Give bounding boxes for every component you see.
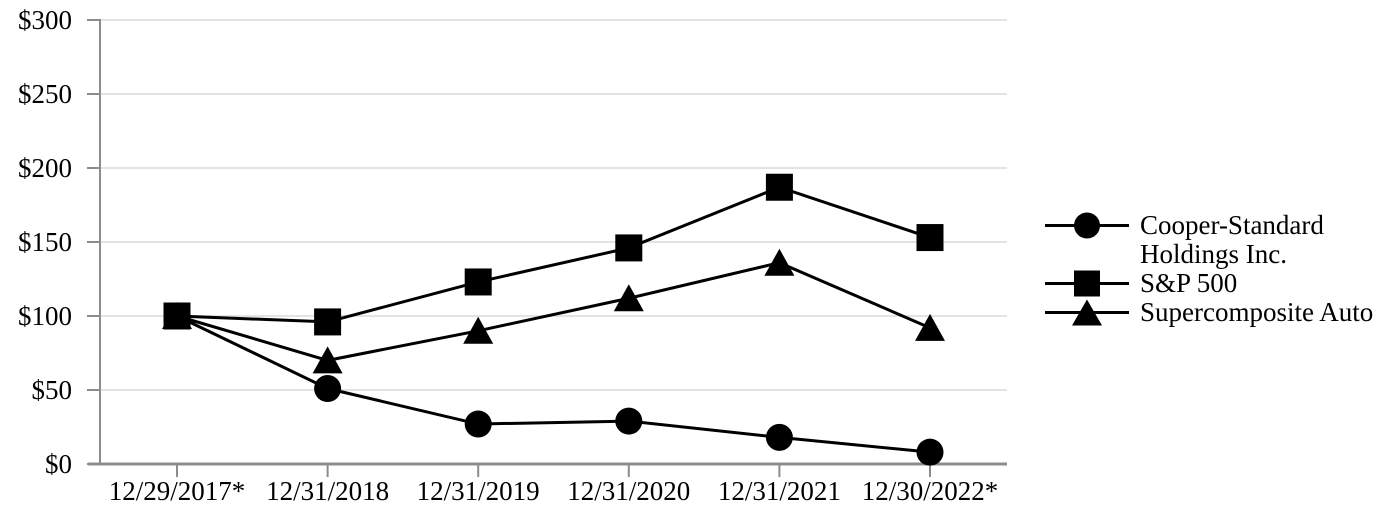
series-line-0 (176, 314, 931, 454)
legend-label-sp500: S&P 500 (1140, 268, 1238, 298)
x-axis-label: 12/30/2022* (861, 476, 999, 506)
marker-square (314, 308, 342, 336)
y-axis-label: $100 (18, 301, 72, 331)
legend-label-cooper-standard: Cooper-Standard Holdings Inc. (1140, 210, 1324, 269)
marker-square (464, 268, 492, 296)
y-axis-label: $50 (31, 375, 73, 405)
marker-triangle (162, 302, 192, 329)
marker-triangle (463, 316, 494, 344)
marker-circle (464, 410, 492, 438)
x-axis-label: 12/29/2017* (108, 476, 246, 506)
y-axis-label: $250 (18, 79, 72, 109)
legend-item-supercomposite-auto: Supercomposite Auto (1043, 298, 1380, 327)
y-axis-label: $0 (45, 449, 72, 479)
x-axis-label: 12/31/2019 (416, 476, 540, 506)
x-axis-label: 12/31/2018 (266, 476, 390, 506)
y-axis-label: $200 (18, 153, 72, 183)
series-line-2 (176, 261, 931, 362)
marker-triangle (613, 284, 644, 312)
legend-label-supercomposite-auto: Supercomposite Auto (1140, 297, 1374, 327)
marker-square (916, 224, 944, 252)
legend-marker-triangle-icon (1045, 299, 1129, 326)
y-axis-label: $150 (18, 227, 72, 257)
marker-triangle (312, 346, 343, 374)
legend-marker-square-icon (1045, 270, 1129, 297)
marker-triangle (764, 248, 795, 276)
marker-circle (314, 375, 342, 403)
marker-triangle (915, 313, 945, 341)
marker-square (765, 173, 793, 201)
x-axis-label: 12/31/2020 (567, 476, 691, 506)
y-axis-label: $300 (18, 5, 72, 35)
x-axis-label: 12/31/2021 (717, 476, 841, 506)
marker-circle (916, 438, 944, 466)
marker-circle (615, 407, 643, 435)
legend: Cooper-Standard Holdings Inc. S&P 500 Su… (1043, 211, 1380, 327)
marker-circle (765, 423, 793, 451)
marker-square (615, 234, 643, 262)
legend-item-sp500: S&P 500 (1043, 269, 1380, 298)
legend-marker-circle-icon (1045, 212, 1129, 239)
legend-item-cooper-standard: Cooper-Standard Holdings Inc. (1043, 211, 1380, 269)
series-line-1 (176, 185, 931, 324)
